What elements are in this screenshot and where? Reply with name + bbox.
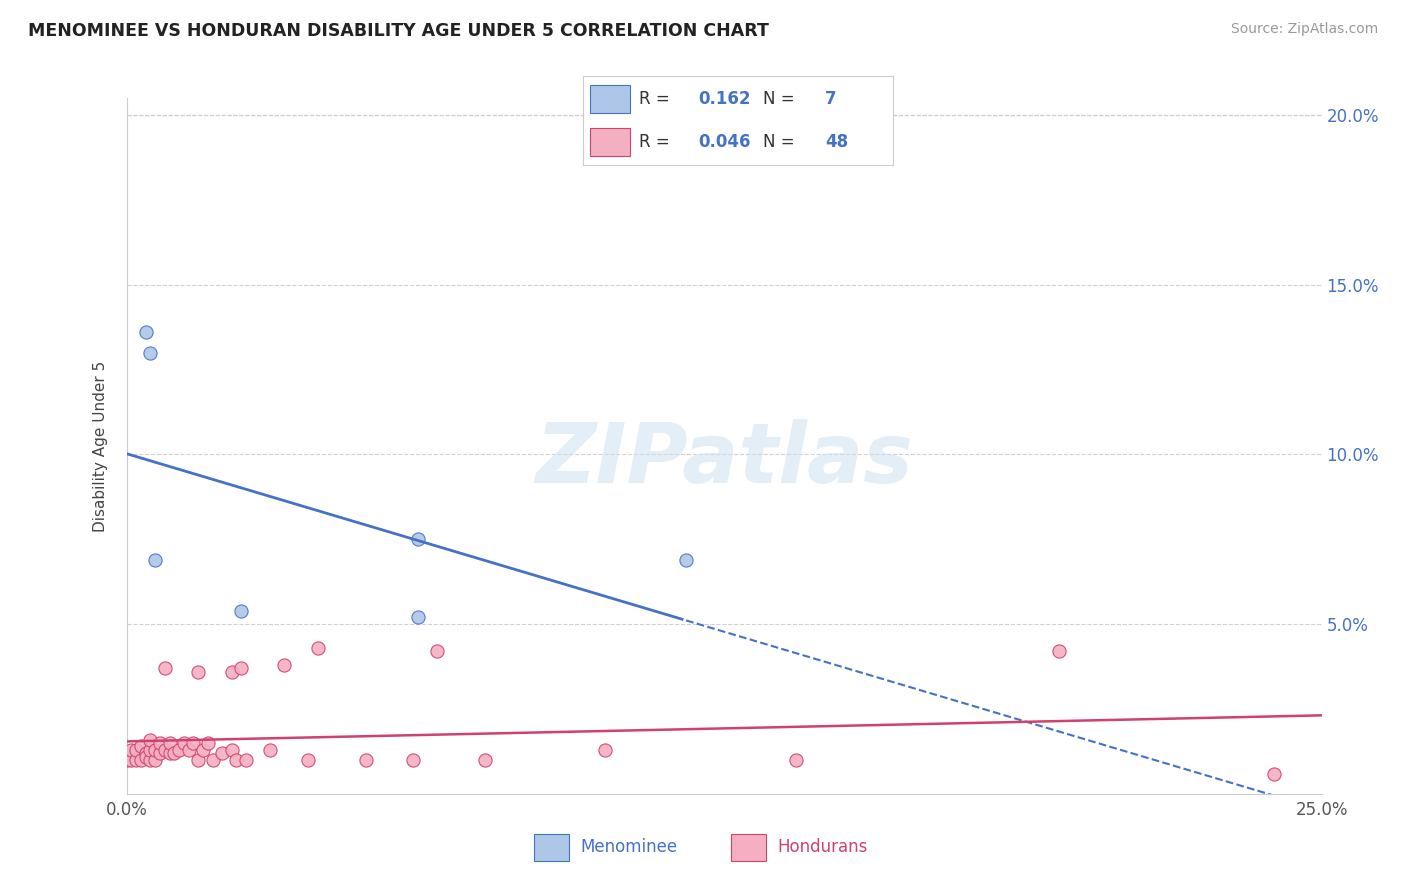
Point — [259, 743, 281, 757]
Point — [273, 657, 295, 672]
Point — [115, 753, 138, 767]
Point — [402, 753, 425, 767]
Point — [191, 743, 214, 757]
Text: 7: 7 — [825, 90, 837, 108]
Point — [201, 753, 224, 767]
Point — [235, 753, 257, 767]
Point — [135, 746, 157, 760]
Point — [785, 753, 807, 767]
Point — [159, 746, 181, 760]
Point — [125, 753, 148, 767]
Point — [354, 753, 377, 767]
Point — [139, 345, 162, 359]
Text: 0.046: 0.046 — [697, 133, 751, 151]
Point — [143, 743, 166, 757]
Point — [159, 736, 181, 750]
Point — [593, 743, 616, 757]
Point — [231, 604, 253, 618]
Point — [135, 326, 157, 340]
Point — [187, 753, 209, 767]
Point — [1047, 644, 1070, 658]
Point — [135, 749, 157, 764]
Point — [149, 736, 172, 750]
Point — [167, 743, 190, 757]
Text: Source: ZipAtlas.com: Source: ZipAtlas.com — [1230, 22, 1378, 37]
Point — [297, 753, 319, 767]
Point — [143, 552, 166, 566]
Point — [675, 552, 697, 566]
Point — [426, 644, 449, 658]
Point — [139, 732, 162, 747]
Text: N =: N = — [763, 133, 800, 151]
Text: 0.162: 0.162 — [697, 90, 751, 108]
Point — [225, 753, 247, 767]
Text: R =: R = — [640, 133, 675, 151]
Point — [173, 736, 195, 750]
Point — [143, 753, 166, 767]
Point — [177, 743, 200, 757]
Text: MENOMINEE VS HONDURAN DISABILITY AGE UNDER 5 CORRELATION CHART: MENOMINEE VS HONDURAN DISABILITY AGE UND… — [28, 22, 769, 40]
Y-axis label: Disability Age Under 5: Disability Age Under 5 — [93, 360, 108, 532]
Point — [307, 640, 329, 655]
Bar — [731, 834, 766, 861]
Point — [163, 746, 186, 760]
Point — [183, 736, 205, 750]
Point — [129, 753, 152, 767]
Point — [197, 736, 219, 750]
Point — [474, 753, 496, 767]
Point — [153, 743, 176, 757]
Point — [221, 665, 243, 679]
Text: Hondurans: Hondurans — [778, 838, 868, 856]
Point — [1263, 766, 1285, 780]
Text: 48: 48 — [825, 133, 848, 151]
Text: N =: N = — [763, 90, 800, 108]
Point — [406, 533, 429, 547]
Point — [129, 739, 152, 754]
Point — [139, 753, 162, 767]
Point — [406, 610, 429, 624]
Text: ZIPatlas: ZIPatlas — [536, 419, 912, 500]
Point — [125, 743, 148, 757]
Point — [120, 753, 142, 767]
Bar — [589, 128, 630, 156]
Point — [139, 743, 162, 757]
Point — [120, 743, 142, 757]
Point — [153, 661, 176, 675]
Bar — [534, 834, 569, 861]
Bar — [589, 85, 630, 113]
Point — [149, 746, 172, 760]
Point — [221, 743, 243, 757]
Point — [211, 746, 233, 760]
Text: R =: R = — [640, 90, 675, 108]
Text: Menominee: Menominee — [581, 838, 678, 856]
Point — [231, 661, 253, 675]
Point — [187, 665, 209, 679]
